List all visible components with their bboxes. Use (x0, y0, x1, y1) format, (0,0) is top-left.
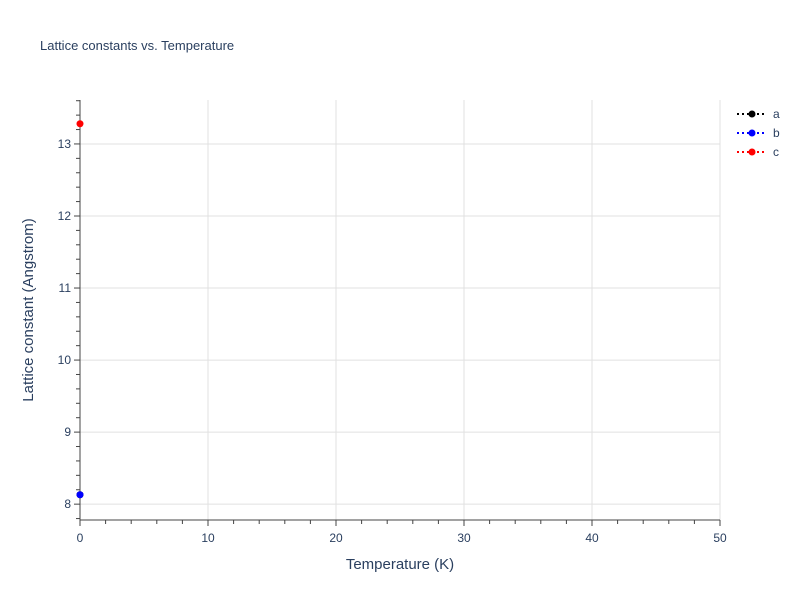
x-tick-label: 10 (201, 531, 215, 545)
legend-label-c: c (773, 145, 779, 159)
y-axis-label: Lattice constant (Angstrom) (20, 218, 37, 401)
x-tick-label: 20 (329, 531, 343, 545)
x-tick-label: 0 (77, 531, 84, 545)
legend-marker-b (748, 129, 756, 137)
y-tick-label: 12 (58, 209, 72, 223)
legend-marker-a (748, 110, 756, 118)
y-tick-label: 8 (64, 497, 71, 511)
y-tick-label: 9 (64, 425, 71, 439)
x-tick-label: 40 (585, 531, 599, 545)
y-tick-label: 11 (59, 281, 72, 295)
legend-label-b: b (773, 126, 780, 140)
data-point-b (76, 491, 84, 499)
x-tick-label: 50 (713, 531, 727, 545)
legend-marker-c (748, 148, 756, 156)
legend-label-a: a (773, 107, 780, 121)
y-tick-label: 13 (58, 137, 72, 151)
y-tick-label: 10 (58, 353, 72, 367)
chart-title: Lattice constants vs. Temperature (40, 38, 234, 53)
data-point-c (76, 120, 84, 128)
x-axis-label: Temperature (K) (346, 556, 454, 573)
x-tick-label: 30 (457, 531, 471, 545)
